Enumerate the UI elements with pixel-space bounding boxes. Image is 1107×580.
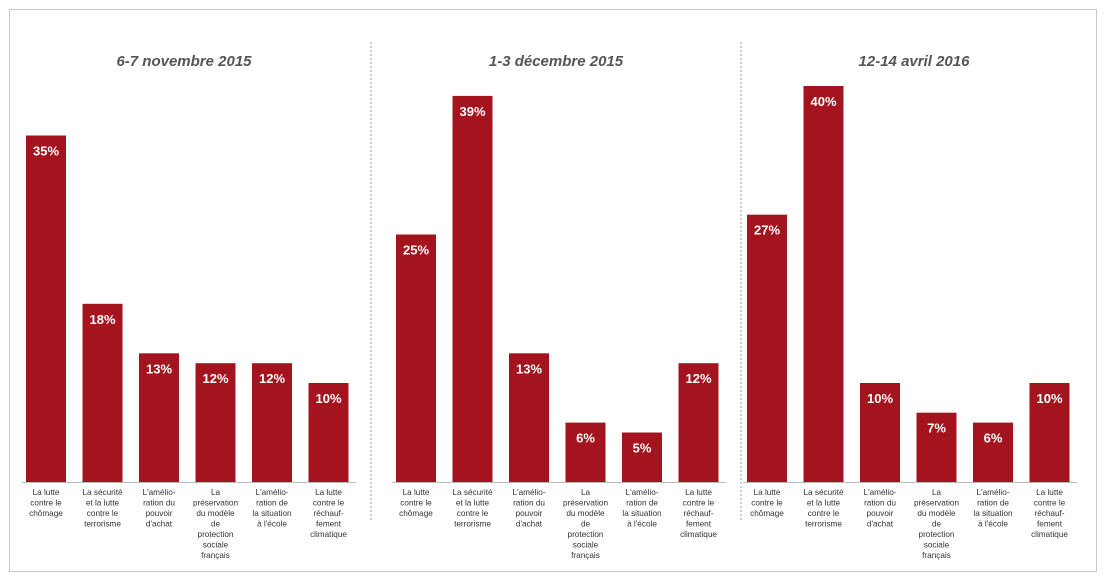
bar-value-label: 12% [259, 371, 285, 386]
bar-value-label: 10% [315, 391, 341, 406]
panel-title-2: 1-3 décembre 2015 [489, 53, 624, 70]
panel-title-3: 12-14 avril 2016 [859, 53, 971, 70]
bar-value-label: 25% [403, 243, 429, 258]
bar-value-label: 5% [633, 441, 652, 456]
bar-value-label: 7% [927, 421, 946, 436]
bar-3-4 [916, 412, 957, 482]
panel-title-1: 6-7 novembre 2015 [116, 53, 252, 70]
bar-value-label: 6% [984, 431, 1003, 446]
bar-1-2 [82, 303, 123, 482]
bar-1-4 [195, 363, 236, 482]
category-label: L'amélio-ration du pouvoir d'achat [143, 488, 176, 529]
category-label: La préservation du modèle de protection socia… [914, 488, 960, 560]
bar-3-3 [860, 383, 900, 482]
bar-value-label: 13% [516, 361, 542, 376]
bar-3-6 [1029, 383, 1070, 482]
bar-chart: 6-7 novembre 2015 35% La lutte contre le chô… [22, 42, 1077, 560]
category-label: L'amélio-ration de la situation à l'école [973, 488, 1013, 529]
bar-1-5 [252, 363, 292, 482]
category-label: La lutte contre le réchauf-fement climatiqu… [1031, 488, 1068, 539]
category-label: La lutte contre le chômage [750, 488, 784, 518]
bar-value-label: 27% [754, 223, 780, 238]
bar-value-label: 39% [459, 104, 485, 119]
category-label: La lutte contre le réchauf-fement climatiqu… [310, 488, 347, 539]
bar-2-2 [452, 95, 493, 483]
bar-2-3 [509, 353, 549, 482]
bar-3-2 [803, 86, 844, 482]
bar-value-label: 6% [576, 431, 595, 446]
category-label: La lutte contre le réchauf-fement climatiqu… [680, 488, 717, 539]
category-label: L'amélio-ration du pouvoir d'achat [864, 488, 897, 529]
category-label: La sécurité et la lutte contre le terrorism… [82, 488, 122, 529]
bar-value-label: 18% [89, 312, 115, 327]
category-label: La préservation du modèle de protection socia… [563, 488, 609, 560]
bar-1-1 [26, 135, 66, 482]
chart-frame: 6-7 novembre 2015 35% La lutte contre le chô… [9, 9, 1097, 572]
bar-value-label: 35% [33, 144, 59, 159]
bar-2-5 [622, 432, 662, 482]
category-label: La lutte contre le chômage [29, 488, 63, 518]
category-label: L'amélio-ration de la situation à l'école [622, 488, 662, 529]
bar-value-label: 10% [867, 391, 893, 406]
bar-value-label: 12% [202, 371, 228, 386]
bar-value-label: 10% [1036, 391, 1062, 406]
bar-2-4 [565, 422, 606, 482]
bar-value-label: 12% [685, 371, 711, 386]
bar-value-label: 40% [810, 94, 836, 109]
bar-3-1 [747, 214, 787, 482]
bar-1-6 [308, 383, 349, 482]
category-label: L'amélio-ration du pouvoir d'achat [513, 488, 546, 529]
bar-1-3 [139, 353, 179, 482]
category-label: La préservation du modèle de protection socia… [193, 488, 239, 560]
bar-value-label: 13% [146, 361, 172, 376]
bar-2-1 [396, 234, 436, 482]
category-label: L'amélio-ration de la situation à l'école [252, 488, 292, 529]
category-label: La sécurité et la lutte contre le terrorism… [452, 488, 492, 529]
category-label: La lutte contre le chômage [399, 488, 433, 518]
bar-2-6 [678, 363, 719, 482]
category-label: La sécurité et la lutte contre le terrorism… [803, 488, 843, 529]
bar-3-5 [973, 422, 1013, 482]
